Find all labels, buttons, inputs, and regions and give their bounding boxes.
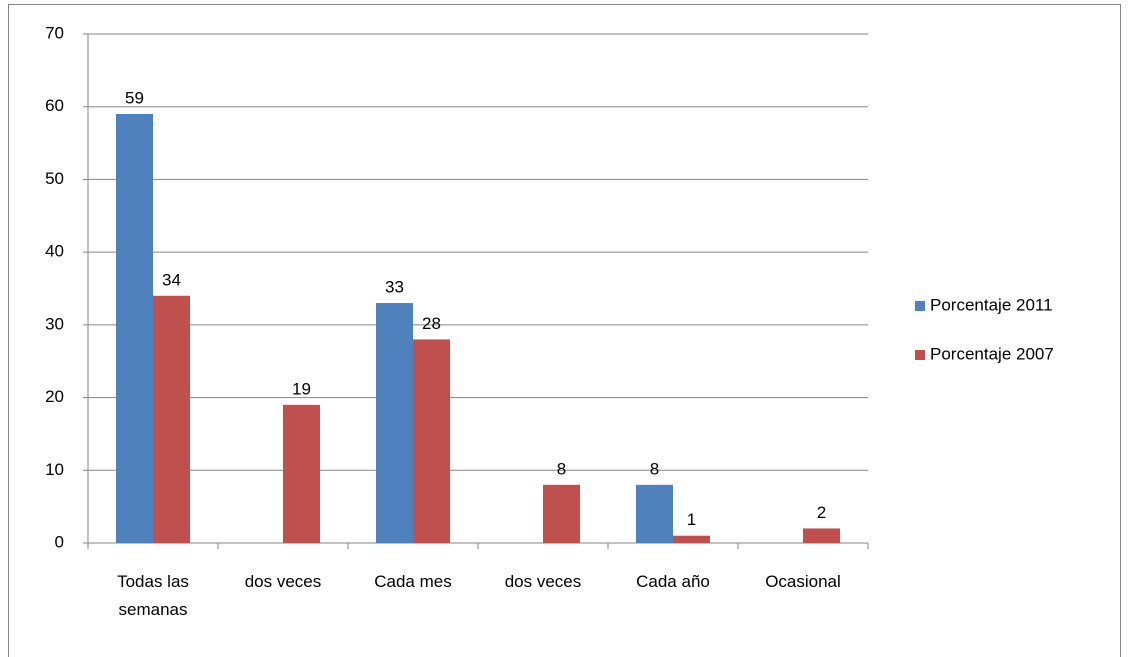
bar bbox=[116, 113, 153, 543]
x-tick-label: Todas las semanas bbox=[117, 572, 189, 619]
legend-label: Porcentaje 2007 bbox=[930, 344, 1054, 363]
bar bbox=[283, 404, 320, 543]
legend-swatch bbox=[915, 350, 925, 360]
data-label: 28 bbox=[422, 314, 441, 333]
data-label: 8 bbox=[650, 459, 659, 478]
y-tick-label: 30 bbox=[45, 314, 64, 333]
x-tick-label: dos veces bbox=[504, 572, 582, 591]
y-tick-label: 0 bbox=[55, 532, 64, 551]
bar bbox=[376, 303, 413, 543]
bar bbox=[636, 484, 673, 543]
x-tick-label: Cada mes bbox=[374, 572, 452, 591]
y-tick-label: 70 bbox=[45, 23, 64, 42]
data-label: 8 bbox=[557, 459, 566, 478]
y-tick-label: 10 bbox=[45, 460, 64, 479]
legend-swatch bbox=[915, 301, 925, 311]
bar bbox=[413, 339, 450, 543]
data-label: 33 bbox=[385, 278, 404, 297]
data-label: 1 bbox=[687, 510, 696, 529]
x-tick-label: Cada año bbox=[636, 572, 710, 591]
data-label: 19 bbox=[292, 379, 311, 398]
legend-label: Porcentaje 2011 bbox=[930, 295, 1053, 314]
bar bbox=[153, 295, 190, 543]
y-tick-label: 60 bbox=[45, 96, 64, 115]
chart-border bbox=[8, 4, 1121, 657]
bar bbox=[543, 484, 580, 543]
y-tick-label: 20 bbox=[45, 387, 64, 406]
data-label: 2 bbox=[817, 503, 826, 522]
data-label: 59 bbox=[125, 88, 144, 107]
y-tick-label: 50 bbox=[45, 169, 64, 188]
data-label: 34 bbox=[162, 270, 181, 289]
x-tick-label: dos veces bbox=[244, 572, 322, 591]
x-tick-label: Ocasional bbox=[765, 572, 841, 591]
bar bbox=[673, 535, 710, 543]
y-tick-label: 40 bbox=[45, 242, 64, 261]
bar bbox=[803, 528, 840, 543]
